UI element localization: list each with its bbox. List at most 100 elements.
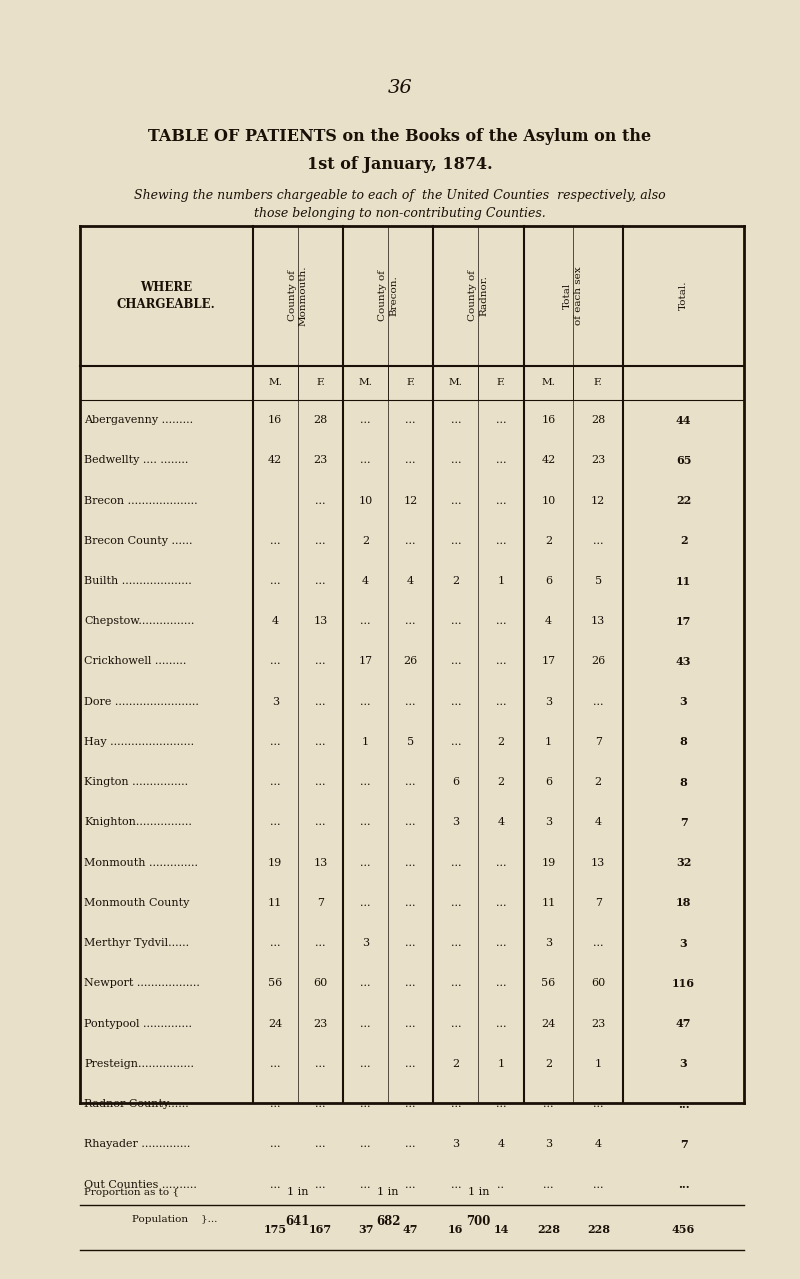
Text: 26: 26	[403, 656, 418, 666]
Text: 44: 44	[676, 414, 691, 426]
Text: 641: 641	[286, 1215, 310, 1228]
Text: 19: 19	[268, 858, 282, 867]
Text: 11: 11	[542, 898, 555, 908]
Text: Rhayader ..............: Rhayader ..............	[84, 1140, 190, 1150]
Text: Newport ..................: Newport ..................	[84, 978, 200, 989]
Text: Shewing the numbers chargeable to each of  the United Counties  respectively, al: Shewing the numbers chargeable to each o…	[134, 189, 666, 202]
Text: ...: ...	[360, 1059, 370, 1069]
Text: 13: 13	[591, 858, 606, 867]
Text: ...: ...	[360, 616, 370, 627]
Text: ...: ...	[406, 1059, 416, 1069]
Text: ...: ...	[496, 858, 506, 867]
Text: 32: 32	[676, 857, 691, 868]
Text: ...: ...	[315, 817, 326, 828]
Text: M.: M.	[268, 379, 282, 388]
Text: ...: ...	[450, 858, 461, 867]
Text: 4: 4	[272, 616, 278, 627]
Text: ...: ...	[315, 938, 326, 948]
Text: ...: ...	[270, 1099, 281, 1109]
Text: 6: 6	[452, 778, 459, 787]
Text: ...: ...	[270, 1179, 281, 1189]
Text: County of
Brecon.: County of Brecon.	[378, 270, 398, 321]
Text: Population    }...: Population }...	[132, 1215, 218, 1224]
Text: 1st of January, 1874.: 1st of January, 1874.	[307, 156, 493, 173]
Text: ...: ...	[593, 1179, 603, 1189]
Text: 1: 1	[498, 1059, 505, 1069]
Text: F.: F.	[316, 379, 325, 388]
Text: F.: F.	[406, 379, 415, 388]
Text: ...: ...	[496, 978, 506, 989]
Text: 10: 10	[358, 495, 373, 505]
Text: 1: 1	[498, 576, 505, 586]
Text: ...: ...	[270, 778, 281, 787]
Text: 7: 7	[680, 1138, 687, 1150]
Text: ...: ...	[496, 656, 506, 666]
Text: 47: 47	[403, 1224, 418, 1236]
Text: ...: ...	[450, 938, 461, 948]
Text: 2: 2	[452, 1059, 459, 1069]
Text: ...: ...	[450, 737, 461, 747]
Text: 228: 228	[537, 1224, 560, 1236]
Text: County of
Monmouth.: County of Monmouth.	[288, 266, 308, 326]
Text: ...: ...	[406, 697, 416, 707]
Text: M.: M.	[542, 379, 555, 388]
Text: 3: 3	[545, 1140, 552, 1150]
Text: 18: 18	[676, 898, 691, 908]
Text: 2: 2	[594, 778, 602, 787]
Text: 116: 116	[672, 978, 695, 989]
Text: ...: ...	[270, 1140, 281, 1150]
Text: ...: ...	[315, 697, 326, 707]
Text: 8: 8	[680, 776, 687, 788]
Text: Merthyr Tydvil......: Merthyr Tydvil......	[84, 938, 189, 948]
Text: ...: ...	[406, 817, 416, 828]
Text: 60: 60	[314, 978, 327, 989]
Text: ...: ...	[360, 1140, 370, 1150]
Text: ...: ...	[270, 576, 281, 586]
Text: 16: 16	[448, 1224, 463, 1236]
Text: ...: ...	[450, 898, 461, 908]
Text: ...: ...	[496, 455, 506, 466]
Text: Monmouth ..............: Monmouth ..............	[84, 858, 198, 867]
Text: 56: 56	[542, 978, 555, 989]
Text: 3: 3	[680, 938, 687, 949]
Text: ...: ...	[450, 495, 461, 505]
Text: 60: 60	[591, 978, 606, 989]
Text: ...: ...	[360, 898, 370, 908]
Text: ...: ...	[315, 536, 326, 546]
Text: 2: 2	[498, 778, 505, 787]
Text: Builth ....................: Builth ....................	[84, 576, 192, 586]
Text: ...: ...	[270, 737, 281, 747]
Text: ...: ...	[496, 1099, 506, 1109]
Text: ...: ...	[406, 616, 416, 627]
Text: Presteign................: Presteign................	[84, 1059, 194, 1069]
Text: ...: ...	[406, 1179, 416, 1189]
Text: 23: 23	[591, 455, 606, 466]
Text: ...: ...	[315, 1059, 326, 1069]
Text: Total
of each sex: Total of each sex	[563, 266, 583, 325]
Text: Total.: Total.	[679, 281, 688, 311]
Text: F.: F.	[594, 379, 602, 388]
Text: ...: ...	[406, 416, 416, 425]
Text: ...: ...	[406, 1099, 416, 1109]
Text: ...: ...	[496, 1018, 506, 1028]
Text: 43: 43	[676, 656, 691, 666]
Text: 3: 3	[680, 1058, 687, 1069]
Text: 26: 26	[591, 656, 606, 666]
Text: Dore ........................: Dore ........................	[84, 697, 199, 707]
Text: ...: ...	[593, 1099, 603, 1109]
Text: ...: ...	[270, 817, 281, 828]
Text: 4: 4	[594, 817, 602, 828]
Text: 2: 2	[362, 536, 369, 546]
Text: 3: 3	[272, 697, 278, 707]
Text: TABLE OF PATIENTS on the Books of the Asylum on the: TABLE OF PATIENTS on the Books of the As…	[149, 128, 651, 145]
Text: 47: 47	[676, 1018, 691, 1030]
Text: F.: F.	[497, 379, 506, 388]
Text: Proportion as to {: Proportion as to {	[84, 1188, 179, 1197]
Text: those belonging to non-contributing Counties.: those belonging to non-contributing Coun…	[254, 207, 546, 220]
Text: ...: ...	[315, 737, 326, 747]
Text: ...: ...	[450, 1179, 461, 1189]
Text: 175: 175	[264, 1224, 286, 1236]
Text: 682: 682	[376, 1215, 400, 1228]
Text: ...: ...	[593, 697, 603, 707]
Text: ...: ...	[406, 778, 416, 787]
